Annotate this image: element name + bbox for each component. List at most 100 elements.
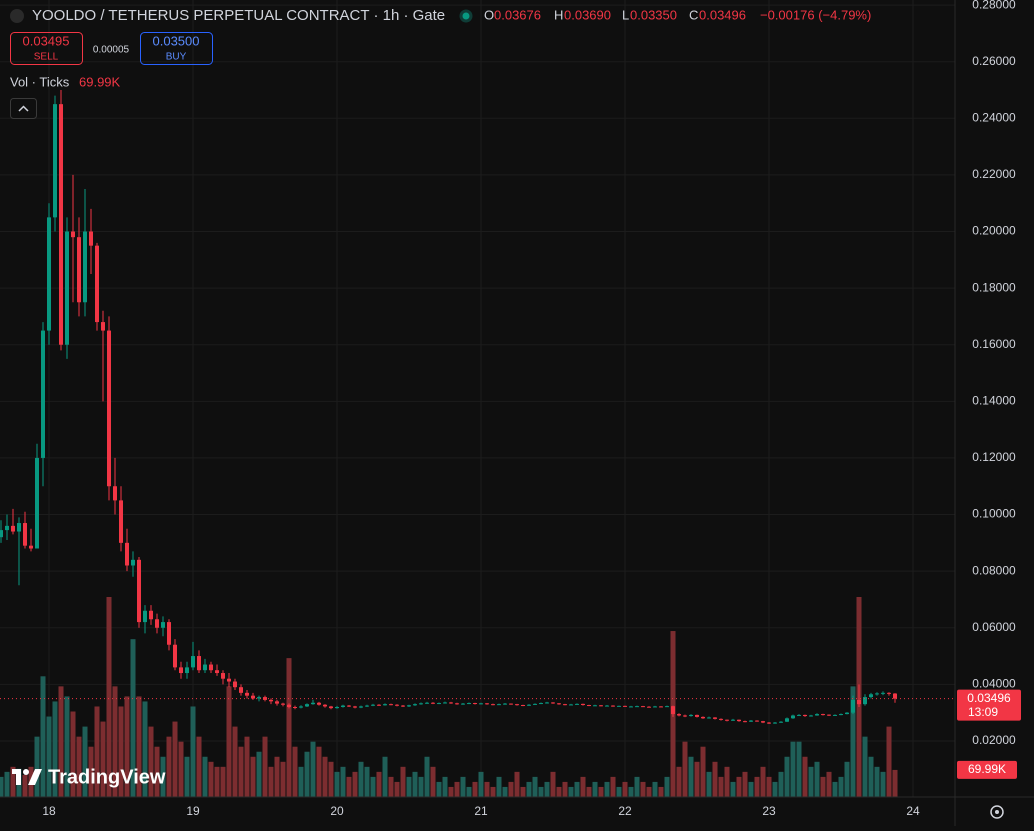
volume-bar xyxy=(868,756,874,797)
sell-label[interactable]: SELL xyxy=(34,52,59,63)
candle-body xyxy=(665,706,669,708)
buy-price[interactable]: 0.03500 xyxy=(153,33,200,48)
volume-bar xyxy=(76,736,82,797)
volume-bar xyxy=(490,786,496,797)
candle-body xyxy=(77,237,81,303)
volume-bar xyxy=(862,736,868,797)
symbol-title[interactable]: YOOLDO / TETHERUS PERPETUAL CONTRACT · 1… xyxy=(32,7,445,24)
volume-bar xyxy=(160,756,166,797)
buy-label[interactable]: BUY xyxy=(166,52,187,63)
volume-bar xyxy=(742,771,748,797)
spread: 0.00005 xyxy=(93,45,130,56)
volume-bar xyxy=(724,766,730,797)
volume-bar xyxy=(208,761,214,797)
volume-bar xyxy=(430,766,436,797)
candle-body xyxy=(623,705,627,707)
volume-bar xyxy=(196,736,202,797)
candle-body xyxy=(509,703,513,705)
candle-body xyxy=(239,687,243,693)
candle-body xyxy=(689,714,693,717)
sell-price[interactable]: 0.03495 xyxy=(23,33,70,48)
collapse-button[interactable] xyxy=(10,98,37,119)
y-tick-label: 0.06000 xyxy=(972,620,1016,634)
y-tick-label: 0.28000 xyxy=(972,0,1016,11)
volume-bar xyxy=(250,756,256,797)
volume-bar xyxy=(454,781,460,797)
volume-bar xyxy=(400,766,406,797)
candle-body xyxy=(125,542,129,566)
candle-body xyxy=(479,703,483,705)
candle-body xyxy=(137,559,141,623)
buy-button[interactable] xyxy=(140,32,213,65)
candle-body xyxy=(815,714,819,716)
volume-bar xyxy=(274,756,280,797)
symbol-icon[interactable] xyxy=(10,9,24,23)
volume-bar xyxy=(652,781,658,797)
l-label: L xyxy=(622,7,629,22)
market-status xyxy=(459,9,473,23)
candle-body xyxy=(449,702,453,704)
volume-bar xyxy=(364,766,370,797)
y-tick-label: 0.18000 xyxy=(972,280,1016,294)
candle-body xyxy=(11,525,15,532)
x-tick-label: 22 xyxy=(618,804,632,818)
volume-bar xyxy=(346,776,352,797)
volume-bar xyxy=(592,781,598,797)
volume-bar xyxy=(586,786,592,797)
y-tick-label: 0.26000 xyxy=(972,54,1016,68)
volume-badge-label: 69.99K xyxy=(968,762,1006,776)
volume-bar xyxy=(82,726,88,797)
candle-body xyxy=(761,721,765,723)
candle-body xyxy=(0,530,3,538)
volume-bar xyxy=(628,786,634,797)
volume-bar xyxy=(466,786,472,797)
candle-body xyxy=(251,695,255,699)
candle-body xyxy=(545,702,549,704)
volume-bar xyxy=(376,771,382,797)
candle-body xyxy=(275,701,279,704)
volume-bar xyxy=(640,781,646,797)
price-pane xyxy=(0,90,955,724)
candle-body xyxy=(149,610,153,620)
sell-button[interactable] xyxy=(10,32,83,65)
volume-bar xyxy=(622,781,628,797)
volume-bar xyxy=(256,751,262,797)
candle-body xyxy=(731,719,735,721)
volume-bar xyxy=(772,781,778,797)
settings-button[interactable] xyxy=(990,805,1004,819)
volume-bar xyxy=(460,776,466,797)
candle-body xyxy=(719,718,723,720)
candle-body xyxy=(227,678,231,682)
c-value: 0.03496 xyxy=(699,7,746,22)
volume-bar xyxy=(394,781,400,797)
candle-body xyxy=(431,702,435,704)
volume-bar xyxy=(718,776,724,797)
settings-icon[interactable] xyxy=(995,810,999,814)
candle-body xyxy=(893,693,897,699)
candle-body xyxy=(17,523,21,532)
volume-bar xyxy=(598,786,604,797)
x-tick-label: 20 xyxy=(330,804,344,818)
candle-body xyxy=(389,704,393,706)
candle-body xyxy=(131,559,135,566)
volume-bar xyxy=(766,776,772,797)
candle-body xyxy=(779,721,783,723)
candle-body xyxy=(143,610,147,623)
volume-bar xyxy=(88,746,94,797)
candle-body xyxy=(347,705,351,707)
volume-bar xyxy=(34,736,40,797)
candle-body xyxy=(821,714,825,716)
collapse-icon[interactable] xyxy=(18,105,29,112)
candle-body xyxy=(215,670,219,674)
y-tick-label: 0.20000 xyxy=(972,224,1016,238)
volume-bar xyxy=(358,761,364,797)
candle-body xyxy=(791,715,795,719)
candle-body xyxy=(443,702,447,704)
candle-body xyxy=(809,715,813,717)
candle-body xyxy=(365,705,369,707)
volume-bar xyxy=(532,776,538,797)
volume-bar xyxy=(544,781,550,797)
candle-body xyxy=(191,656,195,668)
candle-body xyxy=(671,706,675,715)
y-tick-label: 0.24000 xyxy=(972,110,1016,124)
